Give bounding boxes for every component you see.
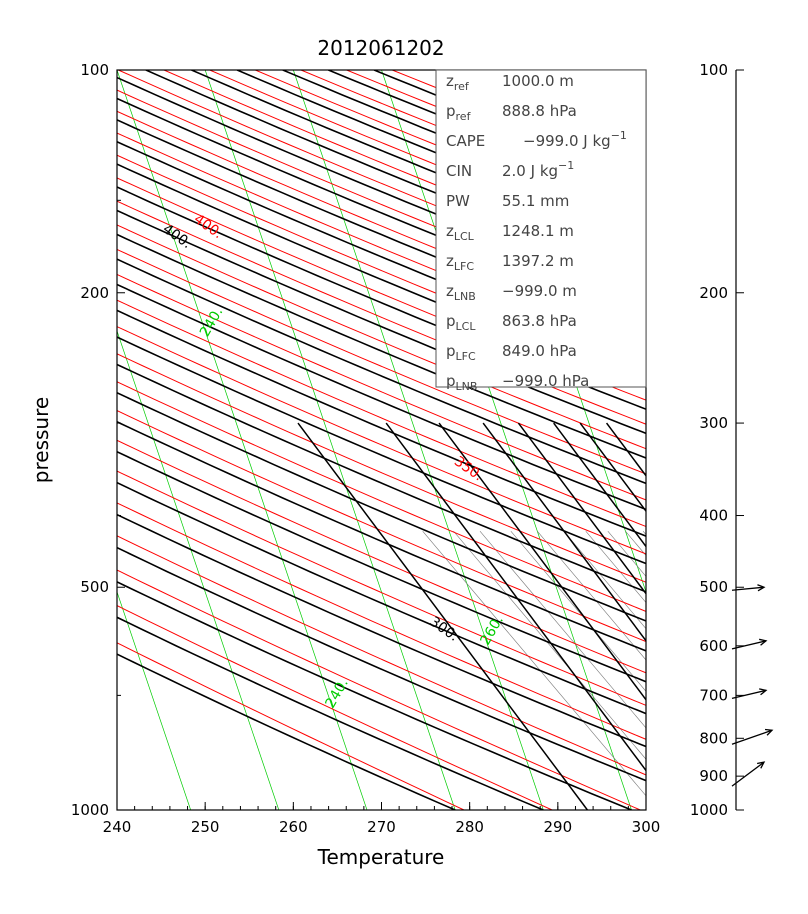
y-tick-label: 100 (80, 61, 109, 79)
mixing-ratio-label: 4.00 (662, 567, 684, 601)
dry-adiabat-line (55, 70, 808, 810)
info-row-subscript: LFC (456, 350, 476, 363)
wind-axis-label: 700 (699, 686, 728, 704)
wind-barb-shaft (732, 730, 772, 744)
info-row-label: CIN (446, 162, 472, 180)
thermodynamic-grid (0, 70, 808, 810)
mixing-ratio-line (661, 531, 808, 810)
isotherm-line (0, 70, 14, 810)
wind-axis-label: 500 (699, 578, 728, 596)
theta-e-label: 300. (651, 686, 686, 717)
wind-axis-label: 600 (699, 637, 728, 655)
isotherm-label: 220. (25, 318, 54, 353)
mixing-ratio-line (537, 531, 772, 810)
x-tick-label: 260 (279, 818, 308, 836)
info-row-subscript: LCL (454, 230, 475, 243)
wind-barb (732, 689, 766, 699)
info-row-value: 55.1 mm (502, 192, 569, 210)
wind-axis-label: 300 (699, 414, 728, 432)
info-row-label: PW (446, 192, 470, 210)
dry-adiabat-line (0, 70, 455, 810)
info-row-superscript: −1 (558, 159, 574, 172)
x-tick-label: 250 (191, 818, 220, 836)
wind-axis-label: 200 (699, 284, 728, 302)
moist-adiabat-line (439, 423, 728, 810)
info-row-subscript: LNB (456, 380, 478, 393)
y-tick-label: 200 (80, 284, 109, 302)
info-row-subscript: LFC (454, 260, 474, 273)
isotherm-label: 280. (650, 602, 679, 637)
x-tick-label: 280 (455, 818, 484, 836)
wind-axis-label: 400 (699, 507, 728, 525)
moist-adiabat-line (483, 423, 772, 810)
x-tick-label: 300 (632, 818, 661, 836)
wind-axis-label: 800 (699, 729, 728, 747)
info-row-value: −999.0 m (502, 282, 577, 300)
x-tick-label: 270 (367, 818, 396, 836)
wind-profile-axis: 100 200 300 400 500 600 700 800 900 1000 (690, 61, 772, 819)
wind-axis-label: 1000 (690, 801, 728, 819)
y-tick-label: 500 (80, 578, 109, 596)
theta-e-label: 350. (790, 590, 808, 621)
isotherm-label: 240. (322, 676, 351, 711)
x-tick-label: 290 (544, 818, 573, 836)
mixing-ratio-label: 12.0 (777, 554, 799, 588)
moist-adiabat-line (386, 423, 675, 810)
info-row-subscript: ref (454, 80, 470, 93)
wind-barb (732, 585, 764, 591)
theta-e-line (0, 70, 464, 810)
info-row-value: −999.0 hPa (502, 372, 589, 390)
moist-adiabat-line (580, 423, 808, 810)
info-row-superscript: −1 (611, 129, 627, 142)
wind-barb (732, 762, 764, 786)
theta-label: 350. (0, 266, 22, 297)
chart-title: 2012061202 (317, 36, 444, 60)
info-row-value: 888.8 hPa (502, 102, 577, 120)
y-tick-label: 1000 (71, 801, 109, 819)
x-tick-label: 240 (103, 818, 132, 836)
theta-label: 300. (427, 614, 462, 645)
wind-barb (732, 729, 772, 744)
info-row-value: 1397.2 m (502, 252, 574, 270)
info-row-value: 1000.0 m (502, 72, 574, 90)
info-row-value: 849.0 hPa (502, 342, 577, 360)
x-axis-label: Temperature (317, 845, 445, 869)
wind-axis-label: 900 (699, 767, 728, 785)
info-row-subscript: LNB (454, 290, 476, 303)
y-axis-label: pressure (29, 397, 53, 483)
info-row-subscript: LCL (456, 320, 477, 333)
info-row-label: CAPE (446, 132, 485, 150)
info-row-value: 863.8 hPa (502, 312, 577, 330)
dry-adiabat-line (0, 70, 808, 810)
wind-barb-shaft (732, 762, 764, 786)
theta-e-label: 400. (191, 211, 226, 242)
info-row-subscript: ref (456, 110, 472, 123)
isotherm-label: 260. (477, 613, 506, 648)
wind-barb (732, 639, 766, 649)
wind-axis-label: 100 (699, 61, 728, 79)
x-axis: 240 250 260 270 280 290 300 (103, 802, 661, 836)
info-row-value: 1248.1 m (502, 222, 574, 240)
